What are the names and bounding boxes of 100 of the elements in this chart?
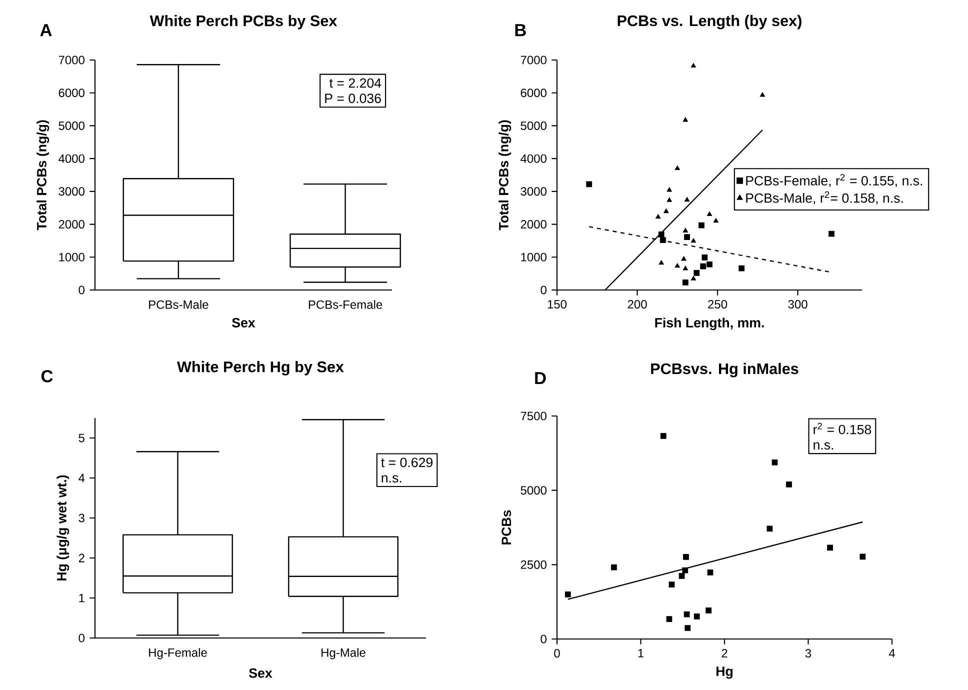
y-tick-label: 4000 [58, 154, 84, 163]
x-tick-label: Hg-Female [149, 648, 207, 660]
x-tick-label: 4 [888, 649, 895, 658]
point [656, 214, 661, 219]
point [681, 256, 686, 261]
y-axis-title: Hg (μg/g wet wt.) [56, 475, 70, 580]
point [666, 616, 672, 622]
point [694, 270, 700, 276]
point [684, 234, 690, 240]
chart-title: White Perch Hg by Sex [177, 361, 344, 376]
x-tick-label: 1 [638, 649, 644, 658]
y-tick-label: 7000 [58, 56, 84, 64]
point [682, 117, 688, 122]
point [660, 432, 666, 439]
y-axis-title: PCBs [502, 510, 512, 544]
point [660, 237, 666, 243]
point [586, 181, 592, 188]
point [564, 591, 571, 598]
text: D [535, 372, 546, 384]
annotation: t = 0.629 [381, 458, 433, 468]
point [706, 211, 712, 216]
chart-title: PCBs vs. Length (by sex) [618, 14, 802, 30]
x-tick-label: PCBs-Female [308, 300, 382, 309]
y-tick-label: 2000 [58, 220, 84, 229]
text: C [41, 370, 53, 382]
y-axis-title: Total PCBs (ng/g) [498, 120, 512, 230]
annotation: n.s. [382, 475, 402, 483]
x-tick-label: PCBs-Male [149, 300, 208, 309]
point [674, 165, 680, 170]
y-tick-label: 6000 [58, 88, 84, 98]
y-tick-label: 1 [79, 594, 84, 602]
point [698, 222, 704, 228]
point [666, 197, 672, 202]
point [684, 611, 690, 618]
y-tick-label: 6000 [520, 88, 546, 98]
point [664, 208, 669, 214]
y-tick-label: 5000 [520, 486, 546, 495]
y-tick-label: 2000 [520, 220, 546, 229]
y-tick-label: 5000 [58, 121, 84, 130]
annotation: r$^{2}$ = 0.158 [814, 422, 872, 434]
point [828, 230, 834, 237]
point [611, 564, 617, 570]
y-tick-label: 1000 [59, 252, 84, 262]
y-tick-label: 0 [540, 286, 546, 294]
point [690, 238, 696, 243]
y-tick-label: 3 [78, 514, 84, 522]
x-tick-label: 2 [722, 649, 728, 658]
point [678, 573, 685, 579]
x-tick-label: 250 [708, 300, 728, 309]
point [827, 544, 833, 551]
legend-label: PCBs-Male, r$^{2}$= 0.158, n.s. [746, 191, 903, 204]
annotation: n.s. [814, 442, 834, 450]
point [690, 276, 696, 280]
point [860, 554, 866, 560]
point [713, 218, 718, 223]
text: B [515, 24, 526, 36]
point [738, 265, 745, 272]
y-tick-label: 4 [78, 474, 85, 482]
y-tick-label: 5000 [520, 121, 546, 130]
point [668, 582, 675, 588]
point [694, 613, 700, 620]
point [658, 232, 664, 238]
point [707, 569, 714, 576]
annotation: t = 2.204 [329, 78, 382, 88]
y-tick-label: 2500 [520, 560, 546, 569]
point [706, 261, 712, 268]
x-tick-label: 3 [805, 649, 812, 658]
legend-label: PCBs-Female, r$^{2}$ = 0.155, n.s. [746, 174, 922, 188]
point [700, 263, 706, 270]
point [786, 481, 792, 488]
point [690, 62, 696, 68]
y-tick-label: 0 [78, 634, 84, 642]
x-tick-label: 300 [788, 300, 808, 309]
chart-title: PCBsvs. Hg inMales [651, 362, 798, 378]
y-tick-label: 5 [78, 434, 84, 442]
x-tick-label: 200 [628, 300, 647, 309]
point [772, 459, 778, 466]
y-tick-label: 0 [540, 634, 546, 644]
point [684, 625, 691, 631]
x-tick-label: 150 [548, 300, 567, 309]
y-axis-title: Total PCBs (ng/g) [36, 120, 50, 230]
y-tick-label: 1000 [521, 252, 546, 262]
point [682, 228, 688, 232]
point [684, 197, 690, 202]
point [702, 254, 708, 260]
chart-title: White Perch PCBs by Sex [150, 14, 338, 30]
text: A [40, 24, 52, 36]
x-axis-title: Hg [716, 666, 732, 679]
x-tick-label: 0 [554, 649, 560, 658]
y-tick-label: 3000 [58, 187, 84, 196]
point [706, 608, 712, 614]
point [683, 554, 689, 560]
y-tick-label: 3000 [520, 187, 546, 196]
point [658, 260, 664, 265]
x-tick-label: Hg-Male [322, 648, 366, 660]
annotation: P = 0.036 [325, 94, 381, 104]
point [766, 526, 773, 532]
point [666, 187, 672, 192]
y-tick-label: 0 [78, 286, 84, 294]
y-tick-label: 7500 [520, 412, 546, 420]
